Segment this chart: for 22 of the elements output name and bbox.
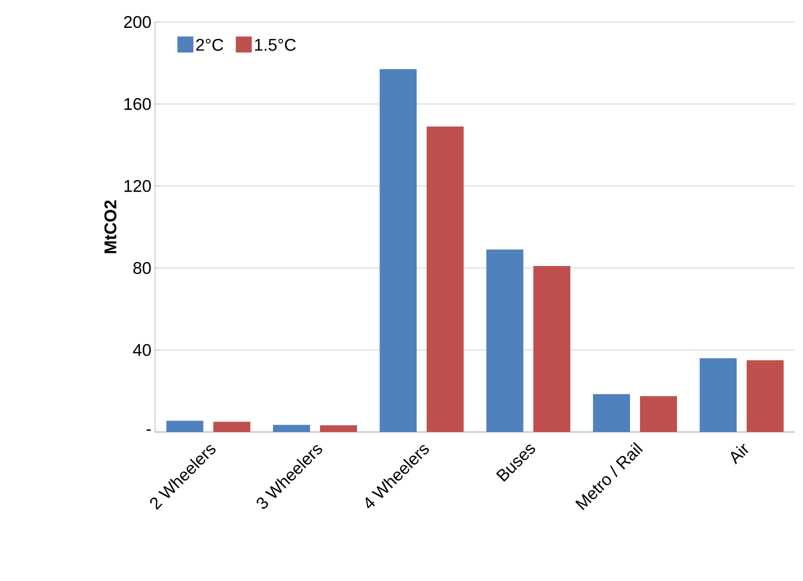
bar xyxy=(426,126,464,432)
bar xyxy=(746,360,784,432)
bar xyxy=(213,422,250,432)
bar xyxy=(593,394,630,432)
bar xyxy=(380,69,417,432)
bar xyxy=(320,425,358,432)
legend-label: 1.5°C xyxy=(255,38,296,51)
y-axis-title: MtCO2 xyxy=(104,200,116,254)
bar xyxy=(640,396,678,432)
y-tick-label: 120 xyxy=(124,180,151,192)
x-tick-label: Air xyxy=(730,444,748,465)
bar xyxy=(273,424,310,432)
bar xyxy=(166,420,204,432)
legend-label: 2°C xyxy=(196,38,224,51)
y-tick-label: 160 xyxy=(124,98,151,110)
y-tick-label: - xyxy=(146,429,151,431)
y-tick-label: 80 xyxy=(133,262,151,274)
bar xyxy=(486,250,524,432)
y-tick-label: 200 xyxy=(124,16,151,28)
bar xyxy=(533,266,570,432)
y-tick-label: 40 xyxy=(133,344,151,356)
bar xyxy=(700,358,737,432)
